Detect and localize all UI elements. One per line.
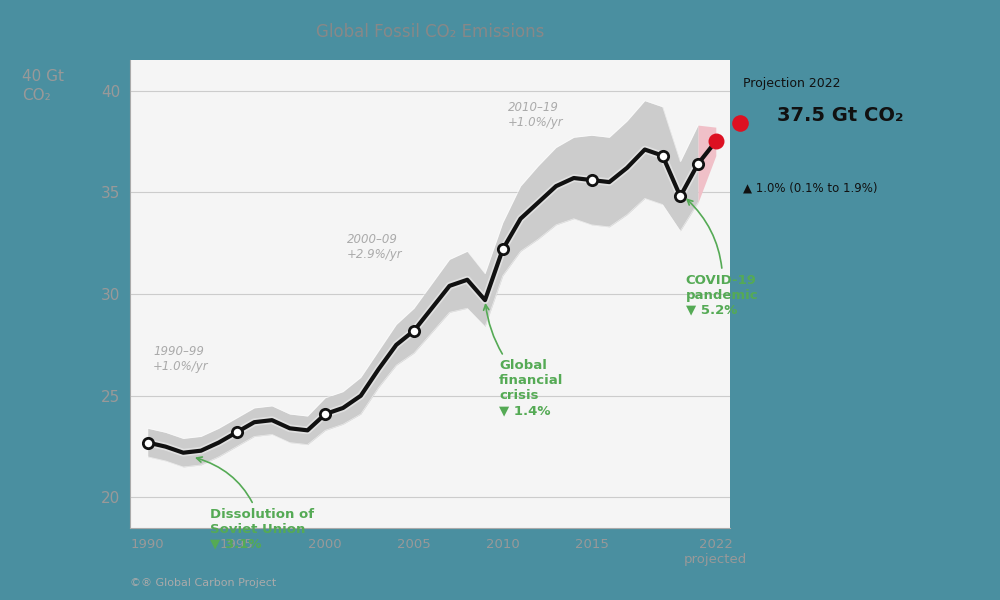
- Text: ©® Global Carbon Project: ©® Global Carbon Project: [130, 578, 276, 588]
- Point: [584, 175, 600, 185]
- Point: [708, 137, 724, 146]
- Point: [229, 428, 245, 437]
- Text: 2010–19
+1.0%/yr: 2010–19 +1.0%/yr: [508, 101, 564, 128]
- Point: [140, 438, 156, 448]
- Point: [690, 159, 706, 169]
- Point: [317, 409, 333, 419]
- Text: Projection 2022: Projection 2022: [743, 77, 840, 90]
- Text: COVID-19
pandemic
▼ 5.2%: COVID-19 pandemic ▼ 5.2%: [686, 200, 758, 317]
- Text: 37.5 Gt CO₂: 37.5 Gt CO₂: [777, 106, 903, 125]
- Text: 2000–09
+2.9%/yr: 2000–09 +2.9%/yr: [347, 233, 402, 261]
- Text: Global Fossil CO₂ Emissions: Global Fossil CO₂ Emissions: [316, 23, 544, 41]
- Point: [406, 326, 422, 335]
- Text: Dissolution of
Soviet Union
▼ 3.1%: Dissolution of Soviet Union ▼ 3.1%: [197, 457, 314, 551]
- Point: [672, 191, 688, 201]
- Text: ▲ 1.0% (0.1% to 1.9%): ▲ 1.0% (0.1% to 1.9%): [743, 182, 878, 195]
- Text: 40 Gt
CO₂: 40 Gt CO₂: [22, 70, 64, 103]
- Text: 1990–99
+1.0%/yr: 1990–99 +1.0%/yr: [153, 345, 209, 373]
- Point: [732, 118, 748, 128]
- Text: Global
financial
crisis
▼ 1.4%: Global financial crisis ▼ 1.4%: [484, 305, 564, 417]
- Point: [495, 244, 511, 254]
- Point: [655, 151, 671, 160]
